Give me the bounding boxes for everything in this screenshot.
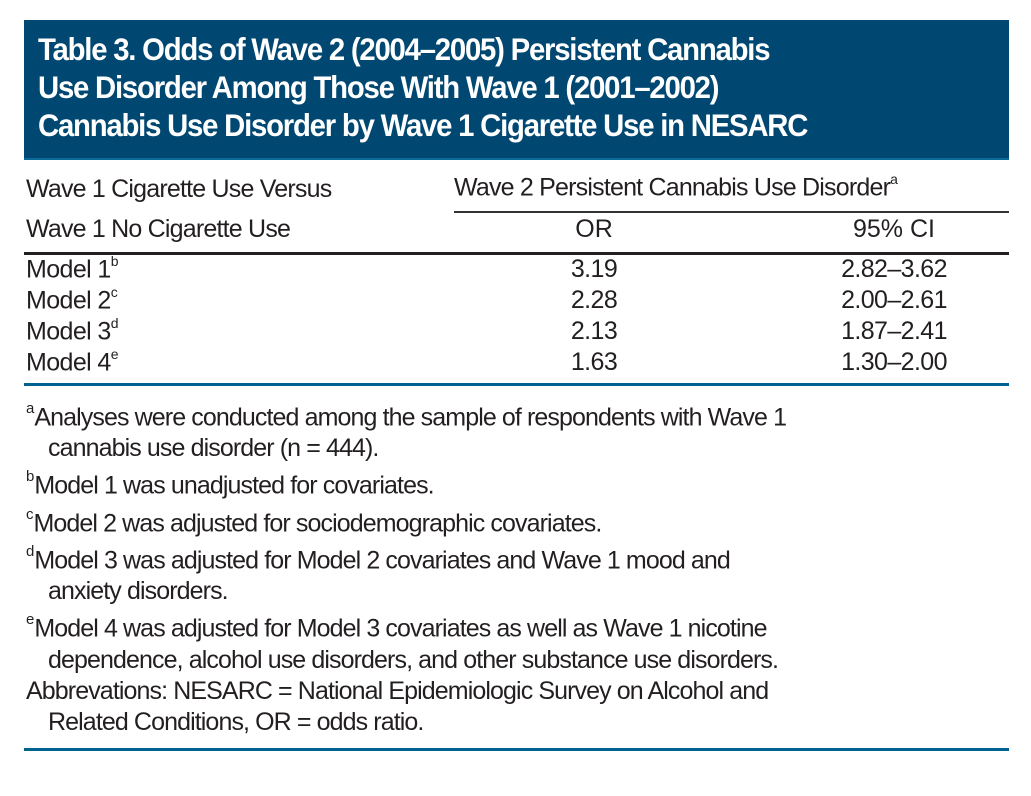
cell-or: 2.13: [570, 317, 618, 345]
footnote-text-cont: cannabis use disorder (n = 444).: [48, 434, 379, 463]
cell-or: 1.63: [570, 348, 618, 376]
row-label: Model 4e: [26, 346, 119, 377]
spanning-header: Wave 2 Persistent Cannabis Use Disordera: [454, 171, 898, 202]
row-header-line-2: Wave 1 No Cigarette Use: [26, 215, 291, 243]
abbreviations-note: Abbrevations: NESARC = National Epidemio…: [24, 676, 1009, 738]
row-footnote-mark: b: [110, 253, 119, 269]
title-line-2: Use Disorder Among Those With Wave 1 (20…: [38, 69, 719, 105]
table-end-rule: [24, 747, 1009, 751]
row-label: Model 2c: [26, 284, 118, 315]
table-title: Table 3. Odds of Wave 2 (2004–2005) Pers…: [24, 20, 1009, 160]
footnote-text: Model 3 was adjusted for Model 2 covaria…: [34, 546, 730, 575]
footnote-text-cont: anxiety disorders.: [48, 577, 229, 606]
table-body-rule: [24, 383, 1009, 386]
cell-ci: 1.30–2.00: [841, 348, 947, 376]
row-label-text: Model 1: [26, 255, 111, 284]
title-line-1: Table 3. Odds of Wave 2 (2004–2005) Pers…: [38, 31, 771, 67]
row-label-text: Model 4: [26, 348, 111, 377]
table-row: Model 4e 1.63 1.30–2.00: [24, 346, 1009, 379]
cell-ci: 2.82–3.62: [841, 255, 947, 283]
row-label-text: Model 2: [26, 286, 111, 315]
row-label: Model 3d: [26, 315, 119, 346]
footnote-e: eModel 4 was adjusted for Model 3 covari…: [24, 607, 1009, 675]
footnote-mark: a: [26, 400, 35, 417]
cell-or: 2.28: [570, 286, 618, 314]
title-line-3: Cannabis Use Disorder by Wave 1 Cigarett…: [38, 107, 808, 143]
cell-ci: 1.87–2.41: [841, 317, 947, 345]
row-footnote-mark: d: [110, 315, 119, 331]
column-header-ci: 95% CI: [853, 215, 935, 243]
header-rule: [24, 252, 1009, 255]
cell-ci: 2.00–2.61: [841, 286, 947, 314]
footnote-d: dModel 3 was adjusted for Model 2 covari…: [24, 539, 1009, 607]
footnote-text: Model 1 was unadjusted for covariates.: [34, 471, 434, 500]
abbreviations-text: Abbrevations: NESARC = National Epidemio…: [26, 676, 769, 705]
footnote-mark: b: [26, 468, 35, 486]
table-figure: Table 3. Odds of Wave 2 (2004–2005) Pers…: [24, 20, 1009, 751]
footnote-c: cModel 2 was adjusted for sociodemograph…: [24, 502, 1009, 539]
footnote-text-cont: dependence, alcohol use disorders, and o…: [48, 645, 779, 674]
data-table: Wave 1 Cigarette Use Versus Wave 1 No Ci…: [24, 160, 1009, 386]
column-header-or: OR: [575, 215, 613, 243]
row-label: Model 1b: [26, 253, 119, 284]
row-header-line-1: Wave 1 Cigarette Use Versus: [26, 175, 332, 203]
table-row: Model 2c 2.28 2.00–2.61: [24, 284, 1009, 317]
row-footnote-mark: c: [110, 284, 118, 300]
spanning-header-rule: [454, 211, 1009, 213]
spanning-header-label: Wave 2 Persistent Cannabis Use Disorder: [454, 173, 891, 202]
footnote-mark: d: [26, 542, 35, 560]
footnote-text: Model 2 was adjusted for sociodemographi…: [33, 508, 603, 537]
footnote-mark: e: [26, 611, 35, 629]
footnote-mark: c: [26, 505, 34, 523]
table-row: Model 3d 2.13 1.87–2.41: [24, 315, 1009, 348]
table-footnotes: aAnalyses were conducted among the sampl…: [24, 386, 1009, 738]
row-footnote-mark: e: [110, 346, 119, 362]
spanning-header-footnote: a: [890, 171, 898, 187]
footnote-b: bModel 1 was unadjusted for covariates.: [24, 464, 1009, 501]
abbreviations-text-cont: Related Conditions, OR = odds ratio.: [48, 707, 424, 736]
footnote-a: aAnalyses were conducted among the sampl…: [24, 396, 1009, 464]
row-label-text: Model 3: [26, 317, 111, 346]
footnote-text: Model 4 was adjusted for Model 3 covaria…: [34, 614, 767, 643]
cell-or: 3.19: [570, 255, 618, 283]
table-header: Wave 1 Cigarette Use Versus Wave 1 No Ci…: [24, 160, 1009, 252]
table-row: Model 1b 3.19 2.82–3.62: [24, 253, 1009, 286]
footnote-text: Analyses were conducted among the sample…: [34, 403, 787, 432]
